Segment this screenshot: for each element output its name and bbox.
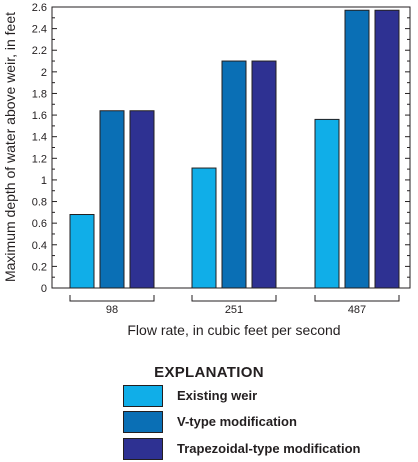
- y-tick-label: 0.4: [32, 240, 47, 252]
- bar: [129, 110, 155, 289]
- bar: [99, 110, 125, 289]
- legend-label-existing-weir: Existing weir: [177, 388, 258, 403]
- y-tick-label: 0.8: [32, 197, 47, 209]
- y-tick-label: 1.6: [32, 110, 47, 122]
- y-axis-label: Maximum depth of water above weir, in fe…: [2, 12, 18, 282]
- y-tick-label: 1: [41, 175, 47, 187]
- bars-group: [69, 9, 400, 289]
- y-tick-label: 2: [41, 67, 47, 79]
- legend-item-trapezoidal-type: Trapezoidal-type modification: [123, 438, 403, 462]
- y-tick-label: 2.4: [32, 24, 47, 36]
- bar-chart: 0 0.2 0.4 0.6 0.8 1 1.2 1.4 1.6 1.8 2 2.2 2.4 2.6 98 2…: [2, 2, 411, 338]
- bar: [191, 167, 217, 289]
- bar: [221, 60, 247, 289]
- y-tick-label: 1.2: [32, 153, 47, 165]
- bar: [344, 9, 370, 289]
- legend-item-v-type: V-type modification: [123, 411, 403, 435]
- y-tick-label: 1.4: [32, 132, 47, 144]
- y-tick-label: 0.6: [32, 218, 47, 230]
- x-category-bracket: [69, 295, 155, 302]
- x-axis: 98 251 487: [69, 295, 400, 316]
- bar: [251, 60, 277, 289]
- y-tick-label: 0.2: [32, 261, 47, 273]
- legend-swatch-v-type: [123, 411, 163, 433]
- x-category-bracket: [191, 295, 277, 302]
- x-category-bracket: [314, 295, 400, 302]
- legend-label-v-type: V-type modification: [177, 414, 297, 429]
- bar: [314, 118, 340, 289]
- legend-label-trapezoidal-type: Trapezoidal-type modification: [177, 441, 361, 456]
- y-axis: 0 0.2 0.4 0.6 0.8 1 1.2 1.4 1.6 1.8 2 2.2 2.4 2.6: [32, 2, 410, 295]
- x-tick-label: 251: [225, 304, 243, 316]
- bar: [374, 9, 400, 289]
- legend-title: EXPLANATION: [154, 364, 264, 381]
- y-tick-label: 1.8: [32, 88, 47, 100]
- legend-swatch-existing-weir: [123, 385, 163, 407]
- x-tick-label: 487: [348, 304, 366, 316]
- bar: [69, 214, 95, 289]
- legend-swatch-trapezoidal-type: [123, 438, 163, 460]
- x-axis-label: Flow rate, in cubic feet per second: [127, 322, 340, 338]
- x-tick-label: 98: [106, 304, 118, 316]
- legend-item-existing-weir: Existing weir: [123, 385, 403, 409]
- y-tick-label: 2.2: [32, 45, 47, 57]
- y-tick-label: 0: [41, 283, 47, 295]
- y-tick-label: 2.6: [32, 2, 47, 14]
- legend: EXPLANATION Existing weir V-type modific…: [0, 362, 418, 462]
